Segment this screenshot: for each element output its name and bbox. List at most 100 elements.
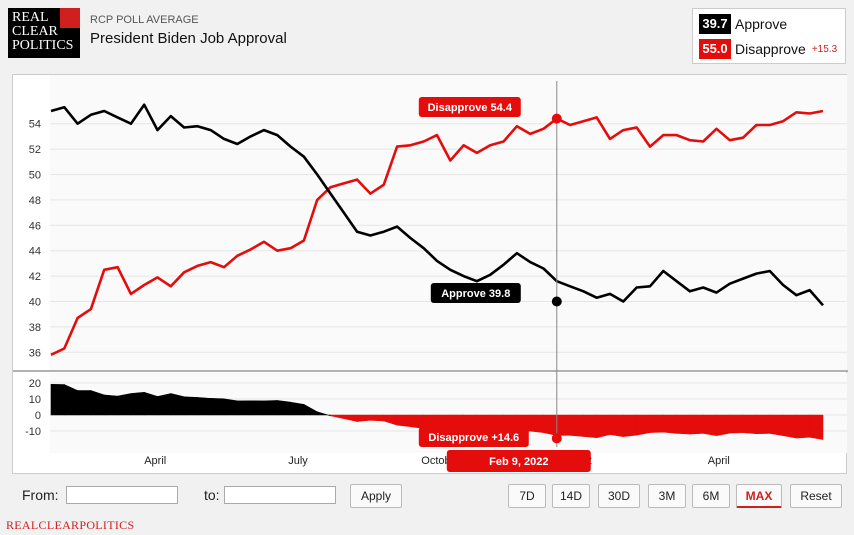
spread-area-segment [636,414,651,436]
to-date-input[interactable] [224,486,336,504]
x-tick-label: April [144,455,166,467]
spread-area-segment [649,414,664,433]
spread-area-segment [90,390,105,416]
spread-area-segment [223,398,238,416]
x-tick-label: April [708,455,730,467]
spread-area-segment [396,414,411,428]
spread-hover-dot [551,433,562,444]
spread-tooltip-text: Disapprove +14.6 [428,432,519,444]
spread-area-segment [569,414,584,437]
spread-area-segment [782,414,797,439]
spread-area-segment [756,414,771,435]
range-30d-button[interactable]: 30D [598,484,640,508]
logo-corner-mark [60,8,80,28]
spread-area-segment [529,414,544,433]
controls-bar: From: to: Apply 7D 14D 30D 3M 6M MAX Res… [0,477,854,515]
disapprove-value-badge: 55.0 [699,39,731,59]
y-tick-label: 48 [29,195,41,207]
y-tick-label: 52 [29,144,41,156]
spread-area-segment [543,414,558,436]
from-date-input[interactable] [66,486,178,504]
range-7d-button[interactable]: 7D [508,484,546,508]
range-max-button[interactable]: MAX [736,484,782,508]
disapprove-label: Disapprove [735,41,806,57]
range-14d-button[interactable]: 14D [552,484,590,508]
disapprove-hover-dot [551,113,562,124]
spread-area-segment [583,414,598,439]
approve-hover-dot [551,296,562,307]
y-tick-label: 54 [29,119,41,131]
reset-button[interactable]: Reset [790,484,842,508]
y-tick-label: 38 [29,322,41,334]
spread-area-segment [796,414,810,439]
spread-area-segment [370,414,385,422]
spread-area-segment [556,414,571,436]
legend: 39.7 Approve 55.0 Disapprove +15.3 [692,8,846,64]
spread-tick-label: 10 [29,394,41,406]
spread-area-segment [210,398,225,416]
approve-tooltip-bg [430,283,521,303]
logo-line-3: POLITICS [12,38,74,53]
spread-area-segment [689,414,704,435]
spread-area-segment [237,400,251,416]
spread-area-segment [809,414,824,440]
y-tick-label: 42 [29,271,41,283]
spread-tooltip-bg [418,427,529,447]
approve-value-badge: 39.7 [699,14,731,34]
spread-area-segment [170,393,185,416]
y-tick-label: 50 [29,170,41,182]
date-tooltip: Feb 9, 2022 [446,450,591,472]
spread-area-segment [356,414,371,422]
spread-area-segment [609,414,624,437]
date-tooltip-text: Feb 9, 2022 [489,456,548,468]
date-tooltip-bg [446,450,591,472]
disapprove-tooltip-text: Disapprove 54.4 [428,102,513,114]
spread-area-segment [50,383,65,416]
chart-area[interactable]: 36 38 40 42 44 46 48 50 52 54 20 10 0 -10 April July Oct… [12,74,848,475]
apply-button[interactable]: Apply [350,484,402,508]
main-plot-bg [50,75,847,371]
spread-area-segment [276,400,291,416]
spread-area-segment [702,414,717,436]
spread-area-segment [103,394,118,416]
to-label: to: [204,487,220,503]
disapprove-tooltip: Disapprove 54.4 [418,97,521,117]
disapprove-tooltip-bg [418,97,521,117]
spread-area-segment [623,414,637,437]
spread-area-segment [410,414,424,429]
y-tick-label: 36 [29,347,41,359]
spread-value: +15.3 [811,43,838,55]
y-tick-label: 44 [29,246,41,258]
spread-area-segment [596,414,611,439]
legend-disapprove: 55.0 Disapprove +15.3 [699,39,837,59]
rcp-logo[interactable]: REAL CLEAR POLITICS [8,8,80,58]
logo-line-1: REAL [12,10,49,25]
y-tick-label: 46 [29,220,41,232]
spread-area-segment [117,393,132,416]
spread-area-segment [130,391,145,416]
spread-area-segment [676,414,691,435]
range-6m-button[interactable]: 6M [692,484,730,508]
spread-area-segment [290,401,305,416]
chart-title: President Biden Job Approval [90,30,287,47]
range-3m-button[interactable]: 3M [648,484,686,508]
approve-label: Approve [735,16,788,32]
disapprove-line [50,109,824,356]
chart-subtitle: RCP POLL AVERAGE [90,14,199,26]
spread-area-segment [250,400,265,416]
logo-line-2: CLEAR [12,24,58,39]
spread-area-segment [197,397,212,416]
spread-area-segment [769,414,784,436]
spread-area-segment [157,393,172,416]
footer-brand[interactable]: REALCLEARPOLITICS [6,518,135,532]
spread-tick-label: 20 [29,378,41,390]
approve-tooltip-text: Approve 39.8 [441,288,510,300]
legend-approve: 39.7 Approve [699,14,787,34]
spread-area-segment [77,390,92,416]
spread-area-segment [662,414,677,434]
spread-area-segment [263,400,278,416]
spread-area-segment [716,414,731,437]
approve-tooltip: Approve 39.8 [430,283,521,303]
spread-area-segment [143,391,158,416]
